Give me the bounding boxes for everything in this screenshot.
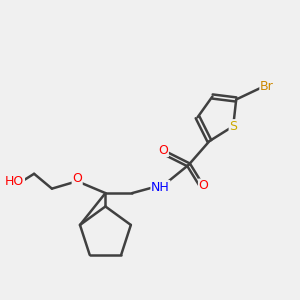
- Text: NH: NH: [151, 181, 170, 194]
- Text: HO: HO: [5, 175, 24, 188]
- Text: O: O: [158, 143, 168, 157]
- Text: O: O: [72, 172, 82, 185]
- Text: S: S: [229, 120, 237, 133]
- Text: Br: Br: [260, 80, 274, 93]
- Text: O: O: [199, 179, 208, 192]
